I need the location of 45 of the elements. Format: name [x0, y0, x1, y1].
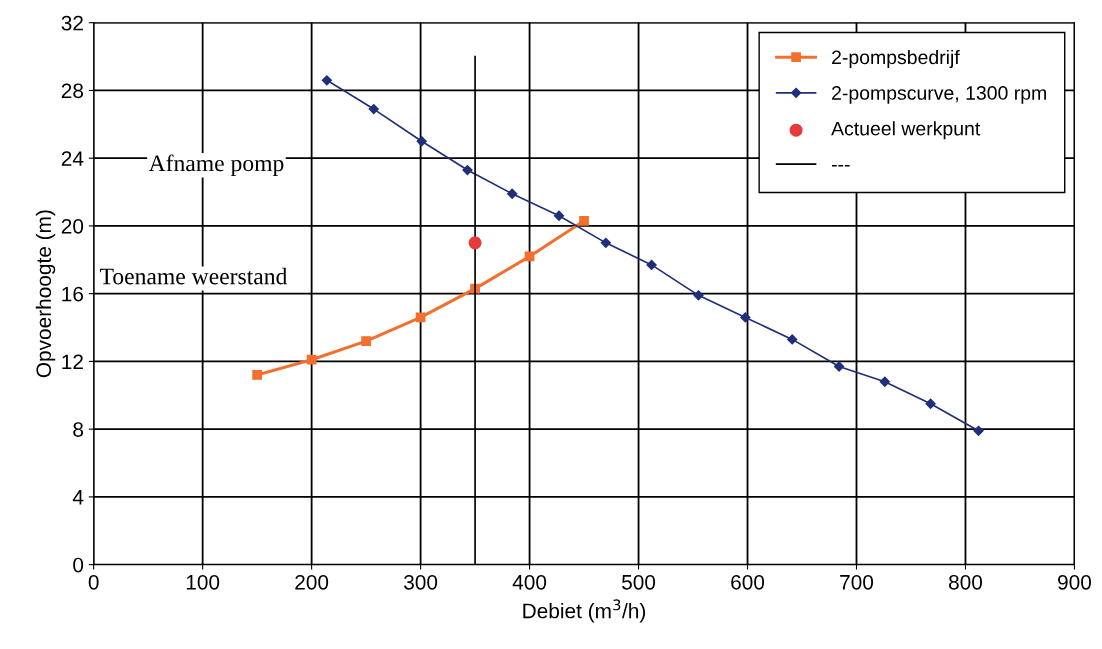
x-tick-label: 600	[731, 574, 765, 590]
point	[468, 236, 482, 250]
point	[740, 312, 751, 323]
point	[600, 237, 611, 248]
annotation: Toename weerstand	[99, 267, 288, 285]
x-tick-label: 200	[295, 574, 329, 590]
x-tick-label: 0	[88, 574, 99, 590]
point	[368, 103, 379, 115]
x-tick-label: 800	[949, 574, 983, 590]
legend-label: 2-pompsbedrijf	[832, 49, 960, 69]
y-tick-label: 32	[61, 15, 83, 31]
y-axis-title: Opvoerhoogte (m)	[35, 210, 56, 378]
annotation: Afname pomp	[148, 154, 284, 177]
y-tick-label: 28	[61, 83, 84, 99]
y-tick-label: 4	[72, 490, 84, 505]
y-tick-label: 20	[61, 218, 84, 234]
point	[787, 334, 798, 345]
point	[553, 210, 565, 221]
point	[693, 290, 704, 301]
legend-label: Actueel werkpunt	[831, 121, 981, 140]
point	[879, 376, 890, 387]
legend-label: ---	[831, 164, 850, 167]
point	[361, 336, 371, 346]
x-tick-label: 400	[512, 574, 547, 590]
x-tick-label: 900	[1058, 574, 1092, 590]
x-tick-label: 700	[840, 574, 874, 590]
x-tick-label: 100	[186, 574, 220, 590]
y-tick-label: 16	[62, 286, 84, 302]
y-tick-label: 24	[61, 151, 84, 166]
y-tick-label: 0	[73, 557, 84, 573]
x-tick-label: 300	[404, 574, 438, 590]
point	[579, 215, 589, 226]
point	[507, 188, 518, 199]
legend-label: 2-pompscurve, 1300 rpm	[832, 86, 1046, 104]
point	[416, 136, 427, 147]
point	[252, 370, 262, 380]
point	[306, 354, 317, 365]
y-tick-label: 8	[73, 422, 84, 437]
point	[925, 398, 936, 409]
x-axis-title: Debiet (m$^{3}$/h)	[523, 599, 646, 623]
point	[973, 425, 984, 436]
y-tick-label: 12	[62, 354, 83, 369]
point	[646, 259, 657, 270]
x-tick-label: 500	[622, 574, 656, 590]
point	[321, 75, 332, 86]
